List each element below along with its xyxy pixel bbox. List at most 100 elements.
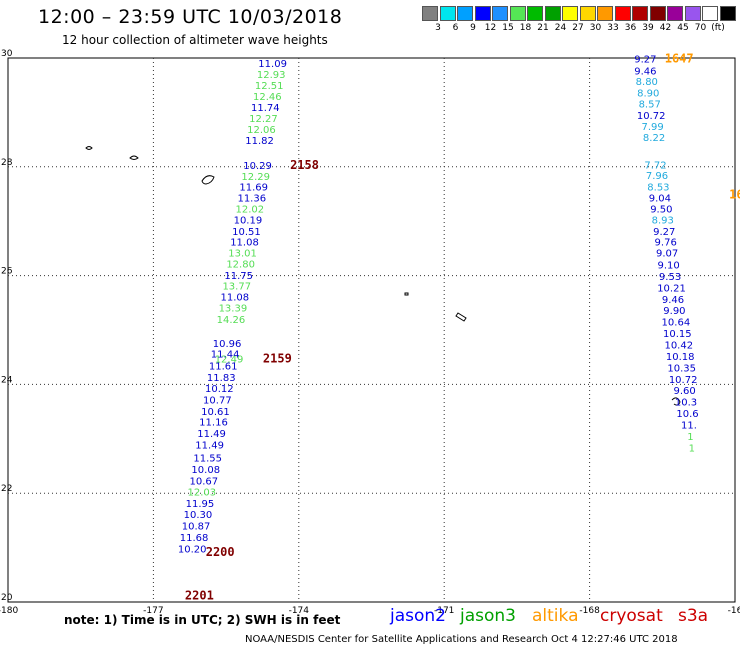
wave-height-value: 10.42 bbox=[664, 340, 693, 351]
scale-tick-label: (ft) bbox=[711, 23, 725, 33]
wave-height-value: 10.61 bbox=[201, 407, 230, 418]
wave-height-value: 10.30 bbox=[184, 510, 213, 521]
wave-height-value: 12.80 bbox=[226, 259, 255, 270]
wave-height-value: 10.3 bbox=[675, 398, 697, 409]
lat-tick-label: 26 bbox=[1, 267, 13, 277]
wave-height-value: 7.96 bbox=[646, 171, 668, 182]
wave-height-value: 10.96 bbox=[213, 339, 242, 350]
legend-altika: altika bbox=[532, 606, 579, 626]
scale-swatch bbox=[439, 6, 456, 21]
scale-tick-label: 21 bbox=[537, 23, 549, 33]
scale-swatch bbox=[649, 6, 666, 21]
scale-swatch bbox=[719, 6, 736, 21]
legend-jason2: jason2 bbox=[390, 606, 446, 626]
wave-height-value: 11.75 bbox=[224, 271, 253, 282]
wave-height-value: 12.27 bbox=[249, 114, 278, 125]
scale-tick-label: 27 bbox=[572, 23, 584, 33]
wave-height-value: 14.26 bbox=[217, 315, 246, 326]
wave-height-value: 12.03 bbox=[188, 487, 217, 498]
wave-height-value: 10.21 bbox=[657, 283, 686, 294]
wave-height-value: 8.53 bbox=[647, 183, 669, 194]
wave-height-value: 9.10 bbox=[657, 261, 679, 272]
scale-swatch bbox=[667, 6, 683, 21]
wave-height-value: 9.27 bbox=[634, 54, 656, 65]
lon-tick-label: -168 bbox=[579, 606, 600, 616]
wave-height-value: 10.08 bbox=[191, 465, 220, 476]
legend-s3a: s3a bbox=[678, 606, 709, 626]
wave-height-value: 9.60 bbox=[673, 386, 695, 397]
lon-tick-label: -174 bbox=[289, 606, 310, 616]
scale-swatch bbox=[474, 6, 491, 21]
scale-tick-label: 6 bbox=[452, 23, 459, 33]
scale-swatch bbox=[527, 6, 543, 21]
lon-tick-label: -171 bbox=[434, 606, 454, 616]
scale-swatch bbox=[684, 6, 701, 21]
wave-height-value: 12.51 bbox=[255, 81, 284, 92]
chart-title: 12:00 – 23:59 UTC 10/03/2018 bbox=[38, 6, 343, 28]
scale-swatch bbox=[597, 6, 613, 21]
wave-height-value: 10.15 bbox=[663, 329, 692, 340]
wave-height-value: 11.95 bbox=[186, 499, 215, 510]
scale-tick-label: 39 bbox=[642, 23, 654, 33]
wave-height-value: 10.35 bbox=[667, 363, 696, 374]
island-outline bbox=[455, 312, 467, 322]
map-frame bbox=[7, 57, 736, 603]
wave-height-value: 12.29 bbox=[241, 172, 270, 183]
wave-height-value: 12.02 bbox=[236, 204, 265, 215]
wave-height-value: 9.53 bbox=[659, 272, 681, 283]
island-outline bbox=[85, 146, 93, 150]
scale-swatch bbox=[544, 6, 561, 21]
island-outline bbox=[129, 155, 139, 160]
scale-tick-label: 12 bbox=[484, 23, 497, 33]
wave-height-value: 11.44 bbox=[211, 350, 240, 361]
wave-height-value: 11.83 bbox=[207, 373, 236, 384]
wave-height-value: 10.64 bbox=[662, 318, 691, 329]
wave-height-value: 11.61 bbox=[209, 362, 238, 373]
wave-height-value: 11.49 bbox=[197, 429, 226, 440]
wave-height-value: 10.51 bbox=[232, 227, 261, 238]
scale-tick-label: 42 bbox=[659, 23, 672, 33]
lat-tick-label: 28 bbox=[1, 158, 13, 168]
lon-tick-label: -180 bbox=[0, 606, 18, 616]
scale-swatch bbox=[457, 6, 473, 21]
pass-time-label: 1647 bbox=[665, 51, 694, 65]
lon-tick-label: -177 bbox=[143, 606, 163, 616]
wave-height-value: 10.77 bbox=[203, 395, 232, 406]
pass-time-label: 164 bbox=[729, 187, 740, 201]
scale-swatch bbox=[632, 6, 648, 21]
wave-height-value: 11.74 bbox=[251, 103, 280, 114]
scale-tick-label: 33 bbox=[607, 23, 619, 33]
island-outline bbox=[671, 397, 681, 406]
wave-height-value: 10.72 bbox=[637, 111, 666, 122]
wave-height-value: 8.93 bbox=[652, 215, 674, 226]
scale-tick-label: 36 bbox=[624, 23, 637, 33]
wave-height-value: 10.87 bbox=[182, 522, 211, 533]
wave-height-value: 11. bbox=[681, 420, 697, 431]
wave-height-value: 12.06 bbox=[247, 125, 276, 136]
scale-swatch bbox=[702, 6, 718, 21]
pass-time-label: 2159 bbox=[263, 352, 292, 366]
wave-height-value: 7.99 bbox=[641, 122, 663, 133]
wave-height-value: 9.46 bbox=[662, 295, 684, 306]
wave-height-value: 9.04 bbox=[649, 194, 671, 205]
scale-swatch bbox=[492, 6, 508, 21]
wave-height-value: 11.55 bbox=[193, 454, 222, 465]
lat-tick-label: 24 bbox=[1, 375, 13, 385]
island-outline bbox=[404, 292, 409, 296]
wave-height-value: 12.93 bbox=[257, 70, 286, 81]
wave-height-color-scale: 3 6 9 12 15 18 21 24 27 30 33 36 39 42 45 70 (ft) bbox=[422, 6, 738, 36]
wave-height-value: 13.01 bbox=[228, 249, 257, 260]
wave-height-value: 10.67 bbox=[189, 476, 218, 487]
scale-tick-label: 70 bbox=[694, 23, 707, 33]
credit-line: NOAA/NESDIS Center for Satellite Applica… bbox=[245, 634, 678, 645]
scale-tick-label: 15 bbox=[502, 23, 514, 33]
pass-time-label: 2200 bbox=[206, 545, 235, 559]
lon-tick-label: -16 bbox=[728, 606, 740, 616]
lat-tick-label: 22 bbox=[1, 484, 12, 494]
scale-tick-label: 30 bbox=[589, 23, 602, 33]
wave-height-value: 8.22 bbox=[643, 133, 665, 144]
wave-height-value: 10.6 bbox=[676, 409, 698, 420]
wave-height-value: 12.49 bbox=[215, 355, 244, 366]
wave-height-value: 12.46 bbox=[253, 92, 282, 103]
